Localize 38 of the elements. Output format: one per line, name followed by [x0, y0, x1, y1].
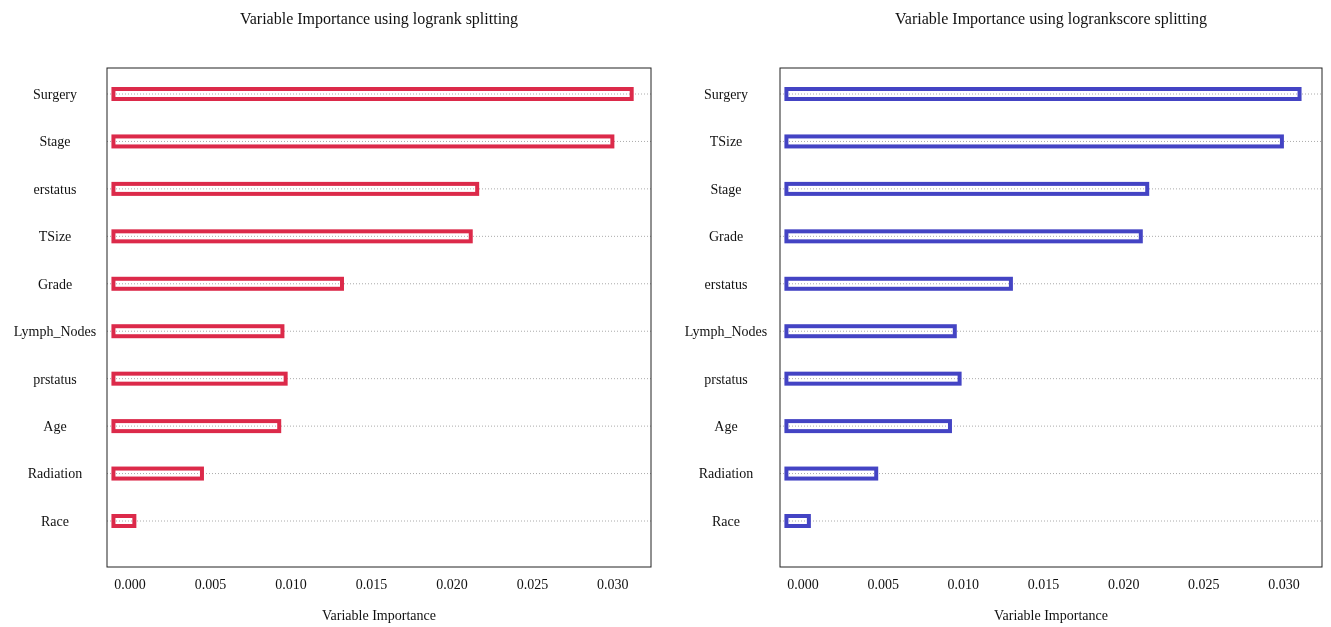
y-tick-label: Grade — [708, 229, 744, 245]
y-tick-label: Lymph_Nodes — [13, 324, 97, 340]
x-tick-label: 0.020 — [436, 576, 468, 592]
y-tick-label: Grade — [37, 276, 73, 292]
y-tick-label: Age — [43, 419, 67, 435]
y-tick-label: Stage — [710, 181, 742, 197]
chart-title: Variable Importance using logrank splitting — [239, 10, 519, 28]
x-tick-label: 0.010 — [947, 576, 980, 592]
y-tick-label: Radiation — [27, 466, 83, 482]
x-axis-title: Variable Importance — [322, 608, 436, 623]
y-tick-label: Race — [712, 513, 740, 529]
x-tick-label: 0.015 — [355, 576, 388, 592]
x-axis-title: Variable Importance — [994, 608, 1108, 623]
x-tick-label: 0.005 — [867, 576, 899, 592]
x-tick-label: 0.030 — [1268, 576, 1300, 592]
y-tick-label: Surgery — [32, 86, 78, 102]
y-tick-label: Race — [41, 513, 69, 529]
x-tick-label: 0.005 — [194, 576, 227, 592]
y-tick-label: erstatus — [704, 276, 748, 292]
chart-title: Variable Importance using logrankscore splitting — [895, 10, 1207, 28]
y-tick-label: Radiation — [698, 466, 754, 482]
y-tick-label: Lymph_Nodes — [684, 324, 768, 340]
x-tick-label: 0.030 — [597, 576, 629, 592]
y-tick-label: Surgery — [703, 86, 749, 102]
x-tick-label: 0.020 — [1107, 576, 1140, 592]
y-tick-label: TSize — [709, 134, 743, 150]
y-tick-label: erstatus — [33, 181, 77, 197]
x-tick-label: 0.000 — [787, 576, 819, 592]
y-tick-label: Age — [714, 419, 738, 435]
x-tick-label: 0.015 — [1027, 576, 1060, 592]
y-tick-label: TSize — [38, 229, 72, 245]
x-tick-label: 0.000 — [114, 576, 146, 592]
y-tick-label: prstatus — [33, 371, 77, 387]
y-tick-label: prstatus — [704, 371, 748, 387]
x-tick-label: 0.025 — [516, 576, 549, 592]
x-tick-label: 0.010 — [275, 576, 307, 592]
y-tick-label: Stage — [39, 134, 71, 150]
x-tick-label: 0.025 — [1188, 576, 1220, 592]
